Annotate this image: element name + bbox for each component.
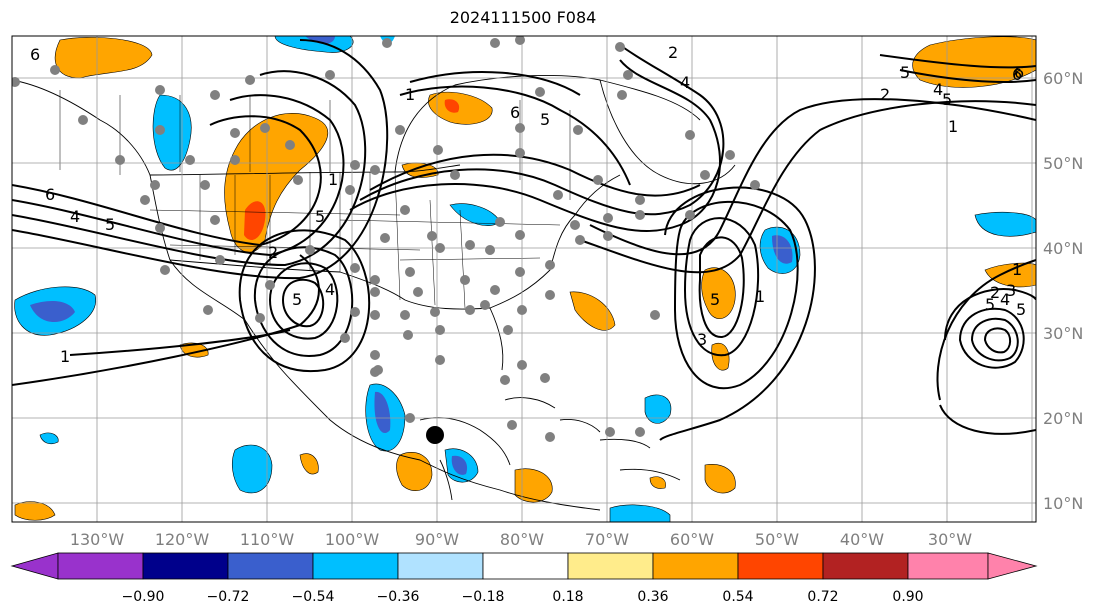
colorbar-segment [652, 552, 739, 580]
plot-frame [11, 35, 1037, 523]
map-text-label: 4 [933, 80, 943, 99]
map-text-label: 120°W [155, 530, 210, 549]
map-text-label: 1 [60, 347, 70, 366]
map-text-label: 6 [510, 103, 520, 122]
map-text-label: 100°W [325, 530, 380, 549]
map-text-label: 5 [985, 295, 995, 314]
map-text-label: 4 [680, 73, 690, 92]
map-text-label: −0.18 [462, 589, 505, 605]
colorbar-segment [737, 552, 824, 580]
map-text-label: 6 [45, 185, 55, 204]
map-text-label: −0.36 [377, 589, 420, 605]
map-text-label: 5 [710, 290, 720, 309]
map-text-label: 1 [328, 170, 338, 189]
map-text-label: 5 [315, 207, 325, 226]
map-text-label: 60°N [1043, 69, 1083, 88]
map-text-label: 6 [30, 45, 40, 64]
map-text-label: 80°W [500, 530, 544, 549]
map-title: 2024111500 F084 [449, 8, 597, 27]
map-text-label: 4 [70, 207, 80, 226]
map-text-label: 2 [268, 243, 278, 262]
colorbar [10, 552, 1038, 580]
map-text-label: 5 [105, 215, 115, 234]
map-text-label: 5 [942, 90, 952, 109]
station-dots [12, 36, 760, 442]
map-text-label: 30°W [928, 530, 972, 549]
map-text-label: 70°W [585, 530, 629, 549]
map-text-label: 5 [540, 110, 550, 129]
map-text-label: 1 [755, 287, 765, 306]
map-text-label: 0.18 [552, 589, 583, 605]
gridlines [12, 36, 1036, 522]
colorbar-ticks: −0.90 −0.72 −0.54 −0.36 −0.18 0.18 0.36 … [122, 589, 924, 605]
contour-lines [12, 39, 1036, 441]
map-text-label: 40°W [840, 530, 884, 549]
map-text-label: 0.36 [637, 589, 668, 605]
map-text-label: 2 [990, 283, 1000, 302]
map-text-label: 1 [1012, 260, 1022, 279]
colorbar-segment [312, 552, 399, 580]
map-text-label: 0.90 [892, 589, 923, 605]
map-text-label: 0.54 [722, 589, 753, 605]
map-text-label: 3 [697, 330, 707, 349]
longitude-labels: 130°W 120°W 110°W 100°W 90°W 80°W 70°W 6… [70, 530, 972, 549]
map-text-label: 2 [668, 43, 678, 62]
colorbar-segment [567, 552, 654, 580]
colorbar-segment [822, 552, 909, 580]
map-text-label: −0.90 [122, 589, 165, 605]
map-text-label: 1 [405, 85, 415, 104]
map-text-label: 4 [325, 280, 335, 299]
map-text-label: 50°N [1043, 154, 1083, 173]
anomaly-shading [14, 36, 1036, 522]
map-text-label: 5 [292, 290, 302, 309]
map-text-label: 90°W [415, 530, 459, 549]
map-text-label: 20°N [1043, 409, 1083, 428]
map-text-label: 5 [1016, 300, 1026, 319]
colorbar-segment [397, 552, 484, 580]
map-text-label: −0.72 [207, 589, 250, 605]
map-text-label: 2 [880, 85, 890, 104]
map-text-label: 0.72 [807, 589, 838, 605]
map-text-label: 110°W [240, 530, 295, 549]
map-text-label: 6 [1014, 63, 1024, 82]
colorbar-segment [987, 552, 1038, 580]
contour-labels: 6 2 4 6 5 4 5 2 1 6 5 4 1 5 2 5 1 1 6 4 … [30, 43, 1026, 366]
colorbar-segment [10, 552, 59, 580]
map-text-label: 130°W [70, 530, 125, 549]
map-text-label: 40°N [1043, 239, 1083, 258]
colorbar-segment [227, 552, 314, 580]
colorbar-segment [142, 552, 229, 580]
map-text-label: 3 [1006, 281, 1016, 300]
map-text-label: 30°N [1043, 324, 1083, 343]
map-text-label: 10°N [1043, 494, 1083, 513]
storm-center-marker [426, 426, 444, 444]
latitude-labels: 60°N 50°N 40°N 30°N 20°N 10°N [1043, 69, 1083, 513]
map-text-label: 50°W [755, 530, 799, 549]
colorbar-segment [907, 552, 989, 580]
map-text-label: 1 [948, 117, 958, 136]
colorbar-segment [57, 552, 144, 580]
colorbar-segment [482, 552, 569, 580]
map-text-label: 6 [1012, 65, 1022, 84]
map-text-label: 5 [900, 63, 910, 82]
map-text-label: 4 [1000, 290, 1010, 309]
map-text-label: −0.54 [292, 589, 335, 605]
map-text-label: 60°W [670, 530, 714, 549]
